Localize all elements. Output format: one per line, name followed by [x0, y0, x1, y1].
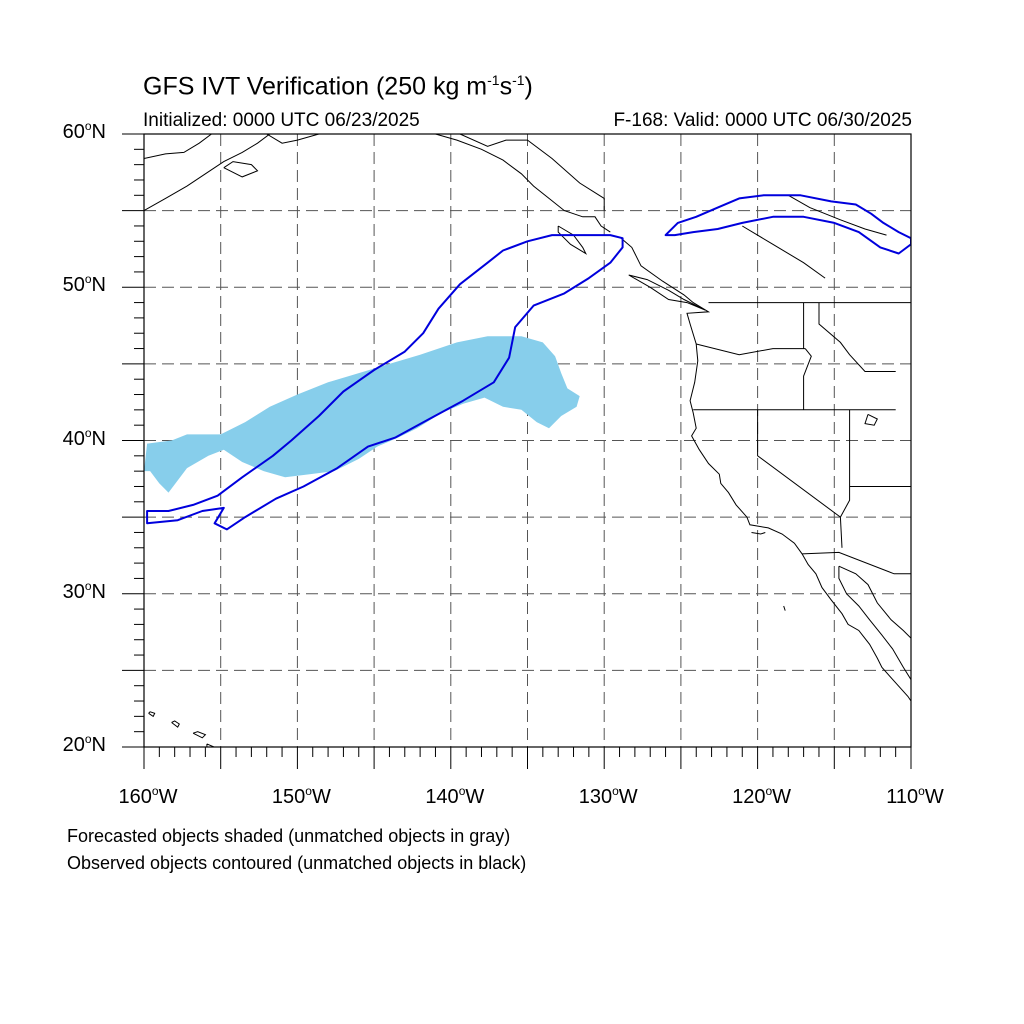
lon-label: 160oW — [118, 784, 178, 808]
lon-label: 110oW — [886, 784, 944, 808]
gulf-of-california-coast — [838, 566, 911, 680]
great-salt-lake — [864, 413, 878, 426]
lon-label: 150oW — [271, 784, 331, 808]
coastlines — [144, 134, 911, 747]
legend-observed-note: Observed objects contoured (unmatched ob… — [67, 853, 527, 873]
lat-label: 40oN — [62, 425, 106, 450]
channel-islands — [751, 532, 766, 535]
canada-interior-rivers-2 — [788, 194, 887, 236]
page-title: GFS IVT Verification (250 kg m-1s-1) — [143, 72, 533, 101]
lat-label: 20oN — [62, 732, 106, 756]
haida-gwaii — [557, 225, 588, 255]
ca-nv-border — [757, 409, 841, 518]
valid-time-label: F-168: Valid: 0000 UTC 06/30/2025 — [613, 110, 912, 131]
mainland-mexico-coast — [838, 565, 911, 639]
alaska-peninsula — [144, 134, 271, 212]
alaska-canada-border — [435, 134, 605, 211]
hawaii-maui — [192, 731, 207, 739]
lon-label: 120oW — [732, 784, 792, 808]
forecast-objects — [144, 336, 580, 493]
alaska-peninsula-north — [144, 134, 212, 159]
gridlines — [144, 134, 911, 747]
map-frame — [143, 133, 912, 748]
wa-or-border — [696, 343, 806, 356]
nv-az-border — [839, 486, 851, 548]
kodiak-island — [223, 161, 259, 178]
vancouver-island — [628, 274, 706, 311]
id-mt-border — [818, 302, 896, 372]
us-mexico-border — [802, 551, 911, 575]
kenai-coast — [266, 134, 320, 144]
observed-object-contour — [146, 234, 624, 531]
observed-objects — [146, 194, 911, 531]
guadalupe-island — [783, 605, 786, 611]
southeast-alaska-coast — [435, 134, 611, 233]
forecast-object — [144, 336, 580, 493]
lat-label: 60oN — [62, 119, 106, 143]
lat-label: 50oN — [62, 272, 106, 297]
hawaii-kauai — [148, 711, 156, 718]
lat-label: 30oN — [62, 578, 106, 603]
hawaii-oahu — [171, 720, 180, 728]
legend-forecast-note: Forecasted objects shaded (unmatched obj… — [67, 826, 511, 846]
or-id-border — [803, 348, 812, 410]
observed-object-contour — [664, 194, 911, 255]
init-time-label: Initialized: 0000 UTC 06/23/2025 — [143, 110, 420, 131]
lon-label: 130oW — [578, 784, 638, 808]
axis-ticks — [122, 133, 912, 769]
canada-interior-rivers — [742, 225, 826, 279]
west-coast-coastline — [620, 237, 911, 702]
lon-label: 140oW — [425, 784, 485, 808]
